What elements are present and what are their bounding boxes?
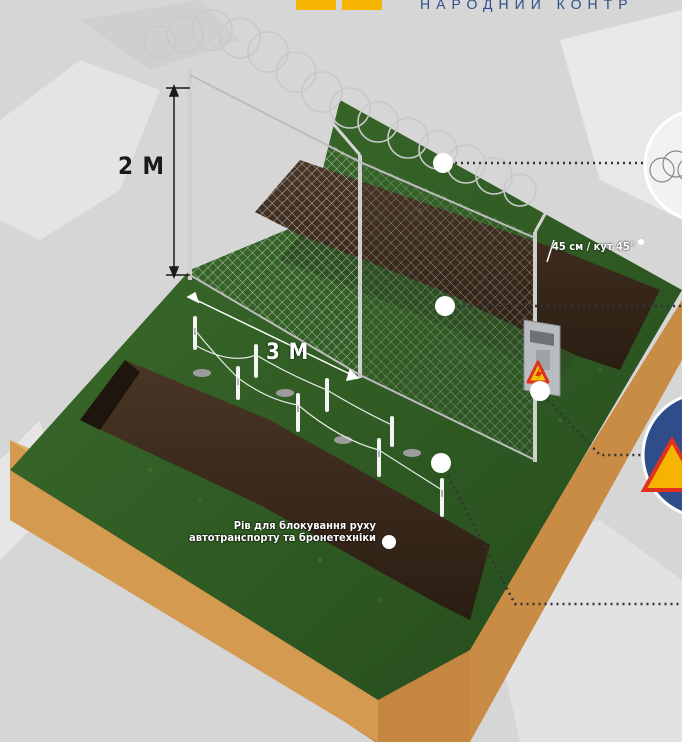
- angle-indicator: [546, 239, 555, 263]
- mine: [276, 389, 294, 397]
- logo-block-right: [342, 0, 382, 10]
- logo-block-left: [296, 0, 336, 10]
- callout-dot-electric: [530, 381, 550, 401]
- anti-tank-ditch: [80, 360, 490, 620]
- header-text: НАРОДНИЙ КОНТР: [420, 0, 634, 12]
- warning-icon: [640, 435, 682, 492]
- width-dimension: [186, 291, 360, 381]
- leader-lines: [446, 161, 682, 606]
- width-dimension-label: 3 М: [266, 340, 310, 365]
- callout-dot-barbed-wire: [433, 153, 453, 173]
- mine: [403, 449, 421, 457]
- soil-right-side: [470, 300, 682, 742]
- callout-dot-ditch: [382, 535, 396, 549]
- callout-markers: [382, 153, 644, 549]
- height-dimension-label: 2 М: [118, 152, 166, 180]
- ditch-caption: Рів для блокування руху автотранспорту т…: [189, 519, 376, 544]
- height-dimension: [166, 83, 190, 280]
- mine: [193, 369, 211, 377]
- callout-thumbnails: [640, 111, 682, 515]
- mine: [334, 436, 352, 444]
- mesh-fence: [143, 9, 552, 462]
- angle-dot: [638, 239, 644, 245]
- callout-dot-trench: [435, 296, 455, 316]
- callout-dot-mines: [431, 453, 451, 473]
- tripwire-stakes: [193, 316, 444, 517]
- barbed-wire-angle-label: 45 см / кут 45°: [552, 240, 635, 253]
